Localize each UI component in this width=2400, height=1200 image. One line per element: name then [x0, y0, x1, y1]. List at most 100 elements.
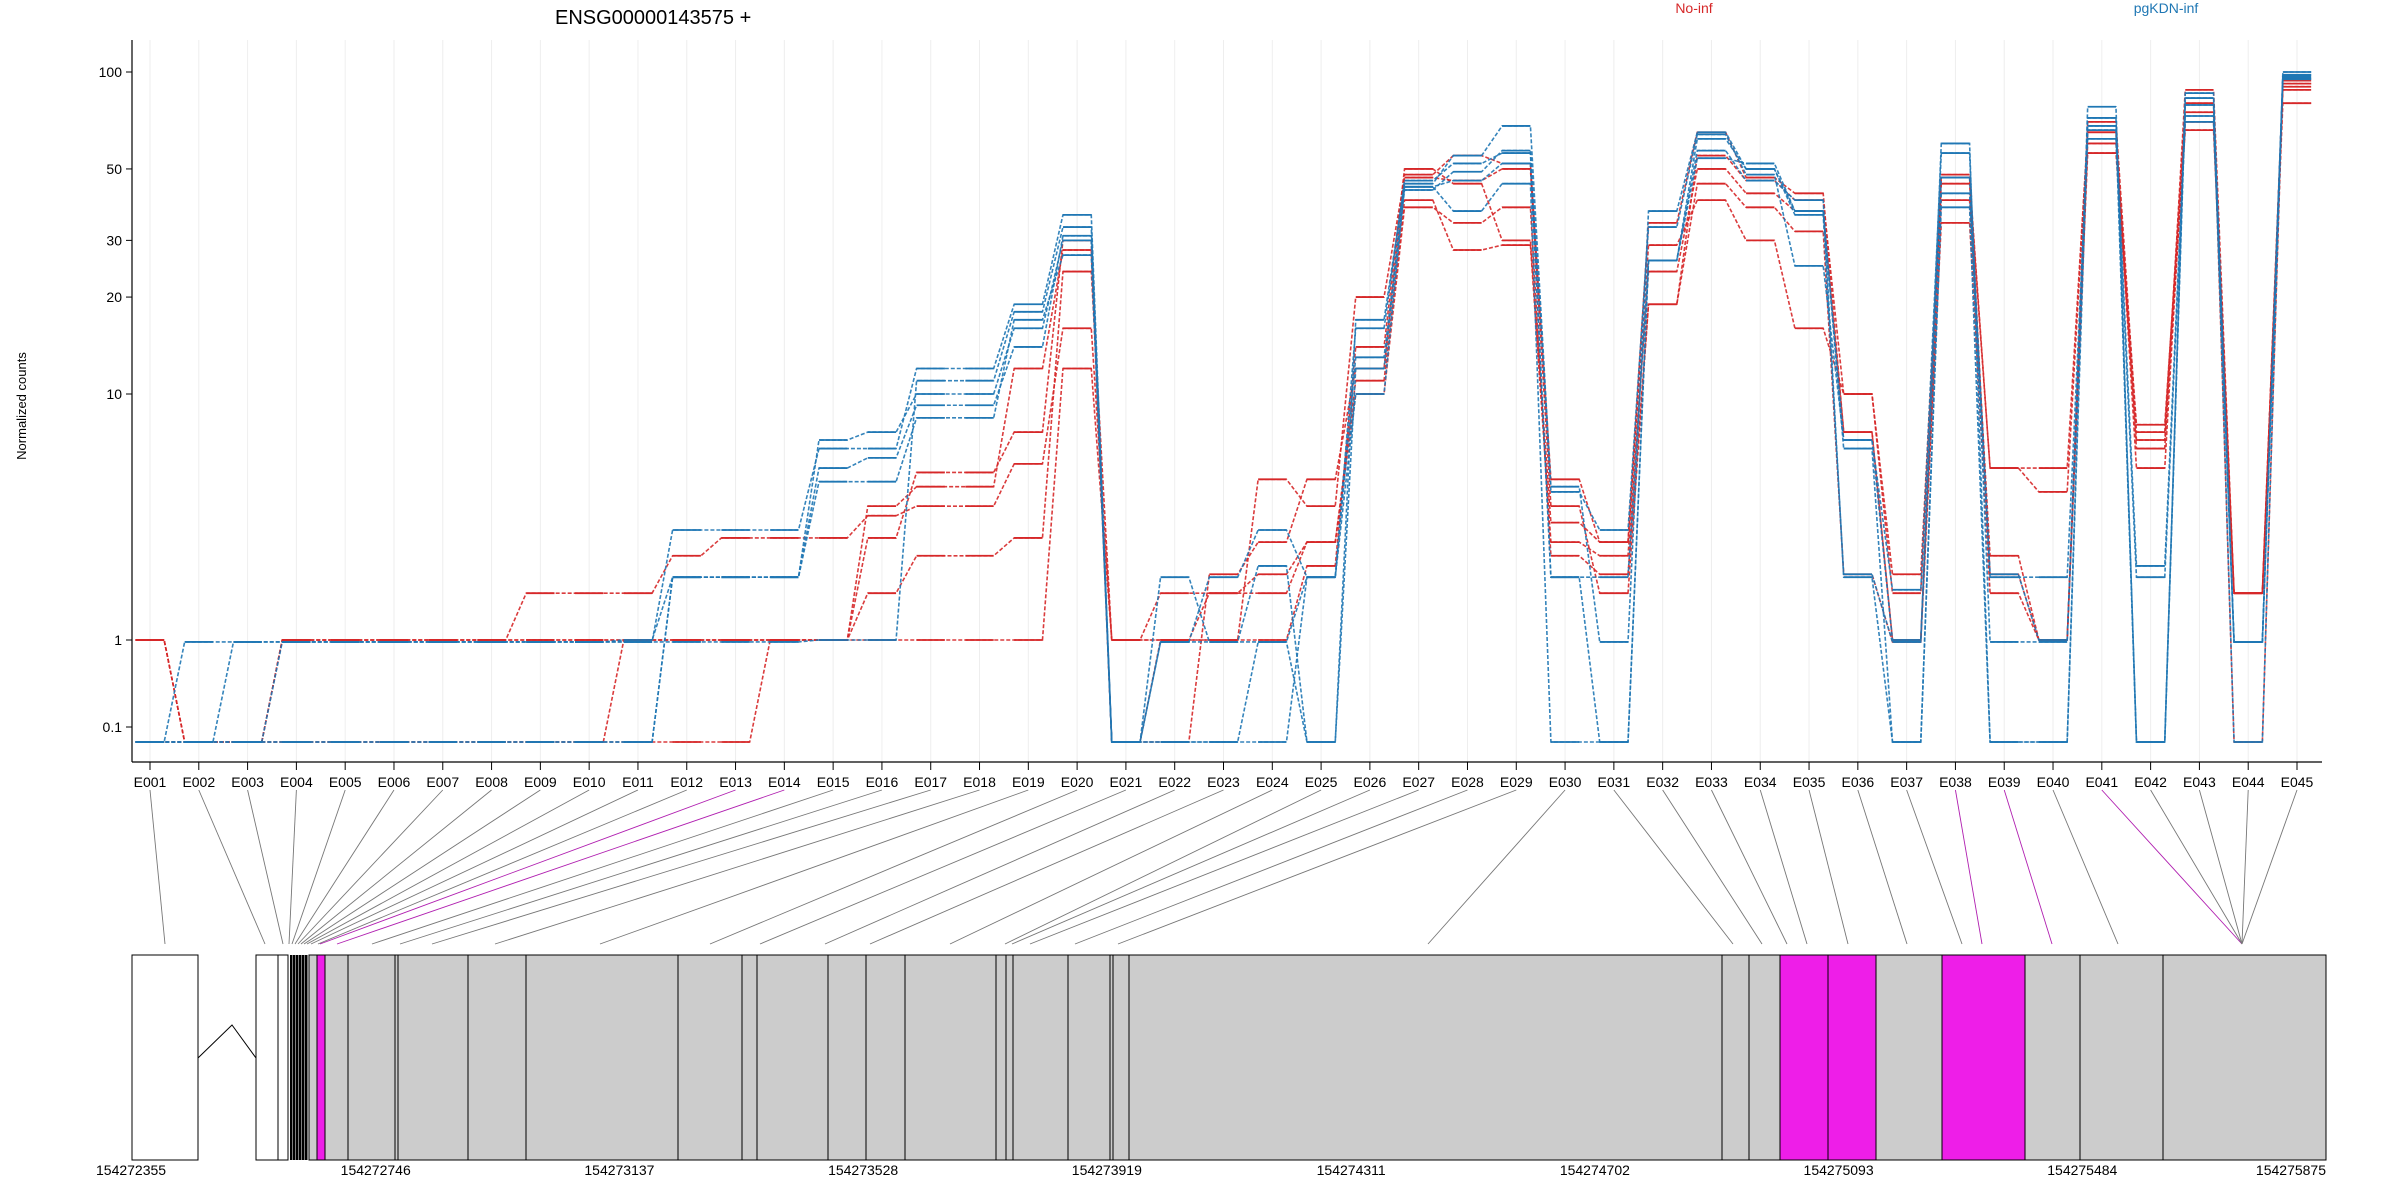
y-tick-label: 30: [106, 232, 122, 248]
x-tick-label: E035: [1793, 774, 1826, 790]
exon-connector: [494, 789, 980, 945]
x-tick-label: E008: [475, 774, 508, 790]
exon-box: [1875, 954, 1943, 1161]
x-tick-label: E039: [1988, 774, 2021, 790]
x-tick-label: E022: [1158, 774, 1191, 790]
exon-box: [827, 954, 867, 1161]
exon-box: [756, 954, 829, 1161]
genome-coordinate-label: 154274311: [1317, 1162, 1386, 1178]
axis-layer: 0.1 1 10 20 30 50 100 E001 E002 E003 E004 E005 E006 E…: [99, 40, 2322, 790]
exon-box: [299, 955, 302, 1160]
gene-model: 154272355 154272746 154273137 154273528 1542…: [96, 954, 2327, 1178]
x-tick-label: E027: [1402, 774, 1435, 790]
exon-box: [308, 954, 318, 1161]
exon-box: [1721, 954, 1750, 1161]
x-tick-label: E036: [1841, 774, 1874, 790]
exon-box: [293, 955, 296, 1160]
x-tick-label: E010: [573, 774, 606, 790]
exon-connector: [1711, 789, 1788, 945]
exon-box: [2024, 954, 2081, 1161]
x-tick-label: E012: [670, 774, 703, 790]
exon-connector: [303, 789, 541, 945]
y-tick-label: 10: [106, 386, 122, 402]
chart-title: ENSG00000143575 +: [555, 7, 751, 29]
genome-coordinate-label: 154272355: [96, 1162, 166, 1178]
exon-connector: [759, 789, 1127, 945]
x-tick-label: E034: [1744, 774, 1777, 790]
x-tick-label: E044: [2232, 774, 2265, 790]
x-tick-label: E018: [963, 774, 996, 790]
x-tick-label: E030: [1549, 774, 1582, 790]
exon-connector: [869, 789, 1224, 945]
exon-box: [1748, 954, 1781, 1161]
exon-connector: [1857, 789, 1908, 945]
exon-box: [397, 954, 469, 1161]
exon-connector: [1954, 789, 1983, 945]
x-tick-label: E026: [1354, 774, 1387, 790]
exon-box: [2162, 954, 2327, 1161]
exon-box: [131, 954, 199, 1161]
exon-box: [1005, 954, 1014, 1161]
series-line: [135, 78, 2312, 743]
exon-connector: [294, 789, 395, 945]
x-tick-label: E013: [719, 774, 752, 790]
exon-box: [1012, 954, 1069, 1161]
exon-box: [324, 954, 349, 1161]
x-tick-label: E025: [1305, 774, 1338, 790]
genome-coordinate-label: 154275484: [2047, 1162, 2117, 1178]
x-tick-label: E033: [1695, 774, 1728, 790]
exon-box: [467, 954, 527, 1161]
exon-box-highlight: [1779, 954, 1829, 1161]
legend-entry-no-inf: No-inf: [1675, 0, 1712, 16]
exon-connector: [2241, 789, 2298, 945]
x-tick-label: E001: [134, 774, 167, 790]
genome-coordinate-label: 154275875: [2256, 1162, 2326, 1178]
exon-connector: [306, 789, 590, 945]
exon-box: [865, 954, 906, 1161]
x-tick-label: E011: [622, 774, 654, 790]
genome-coordinate-label: 154275093: [1804, 1162, 1874, 1178]
exon-connector: [2003, 789, 2053, 945]
x-tick-label: E023: [1207, 774, 1240, 790]
exon-connector: [297, 789, 444, 945]
exon-box: [2079, 954, 2164, 1161]
x-tick-label: E031: [1598, 774, 1631, 790]
exon-box: [1128, 954, 1723, 1161]
exon-box: [255, 954, 279, 1161]
exon-box: [296, 955, 299, 1160]
x-tick-label: E043: [2183, 774, 2216, 790]
exon-box: [302, 955, 305, 1160]
genome-coordinate-label: 154273528: [828, 1162, 898, 1178]
x-tick-label: E032: [1646, 774, 1679, 790]
exon-box: [995, 954, 1007, 1161]
exon-box: [305, 955, 308, 1160]
exon-connector: [1808, 789, 1849, 945]
exon-connector: [310, 789, 639, 945]
exon-box-highlight: [316, 954, 326, 1161]
exon-connector: [599, 789, 1029, 945]
exon-connector: [2198, 789, 2243, 945]
exon-connector: [2150, 789, 2243, 945]
x-tick-label: E021: [1110, 774, 1143, 790]
x-tick-label: E004: [280, 774, 313, 790]
x-tick-label: E038: [1939, 774, 1972, 790]
y-axis-label: Normalized counts: [14, 352, 29, 460]
connector-layer: [149, 789, 2298, 945]
exon-connector: [300, 789, 492, 945]
grid-layer: [149, 40, 2298, 762]
exon-connector: [1427, 789, 1566, 945]
exon-box-highlight: [1941, 954, 2026, 1161]
exon-connector: [824, 789, 1175, 945]
exon-connector: [2241, 789, 2249, 945]
exon-box: [290, 955, 293, 1160]
genome-coordinate-label: 154274702: [1560, 1162, 1630, 1178]
exon-connector: [1029, 789, 1419, 945]
x-tick-label: E041: [2085, 774, 2118, 790]
exon-box: [741, 954, 758, 1161]
legend-entry-pgkdn-inf: pgKDN-inf: [2134, 0, 2199, 16]
exon-connector: [1117, 789, 1517, 945]
exon-connector: [1004, 789, 1322, 945]
exon-connector: [291, 789, 346, 945]
